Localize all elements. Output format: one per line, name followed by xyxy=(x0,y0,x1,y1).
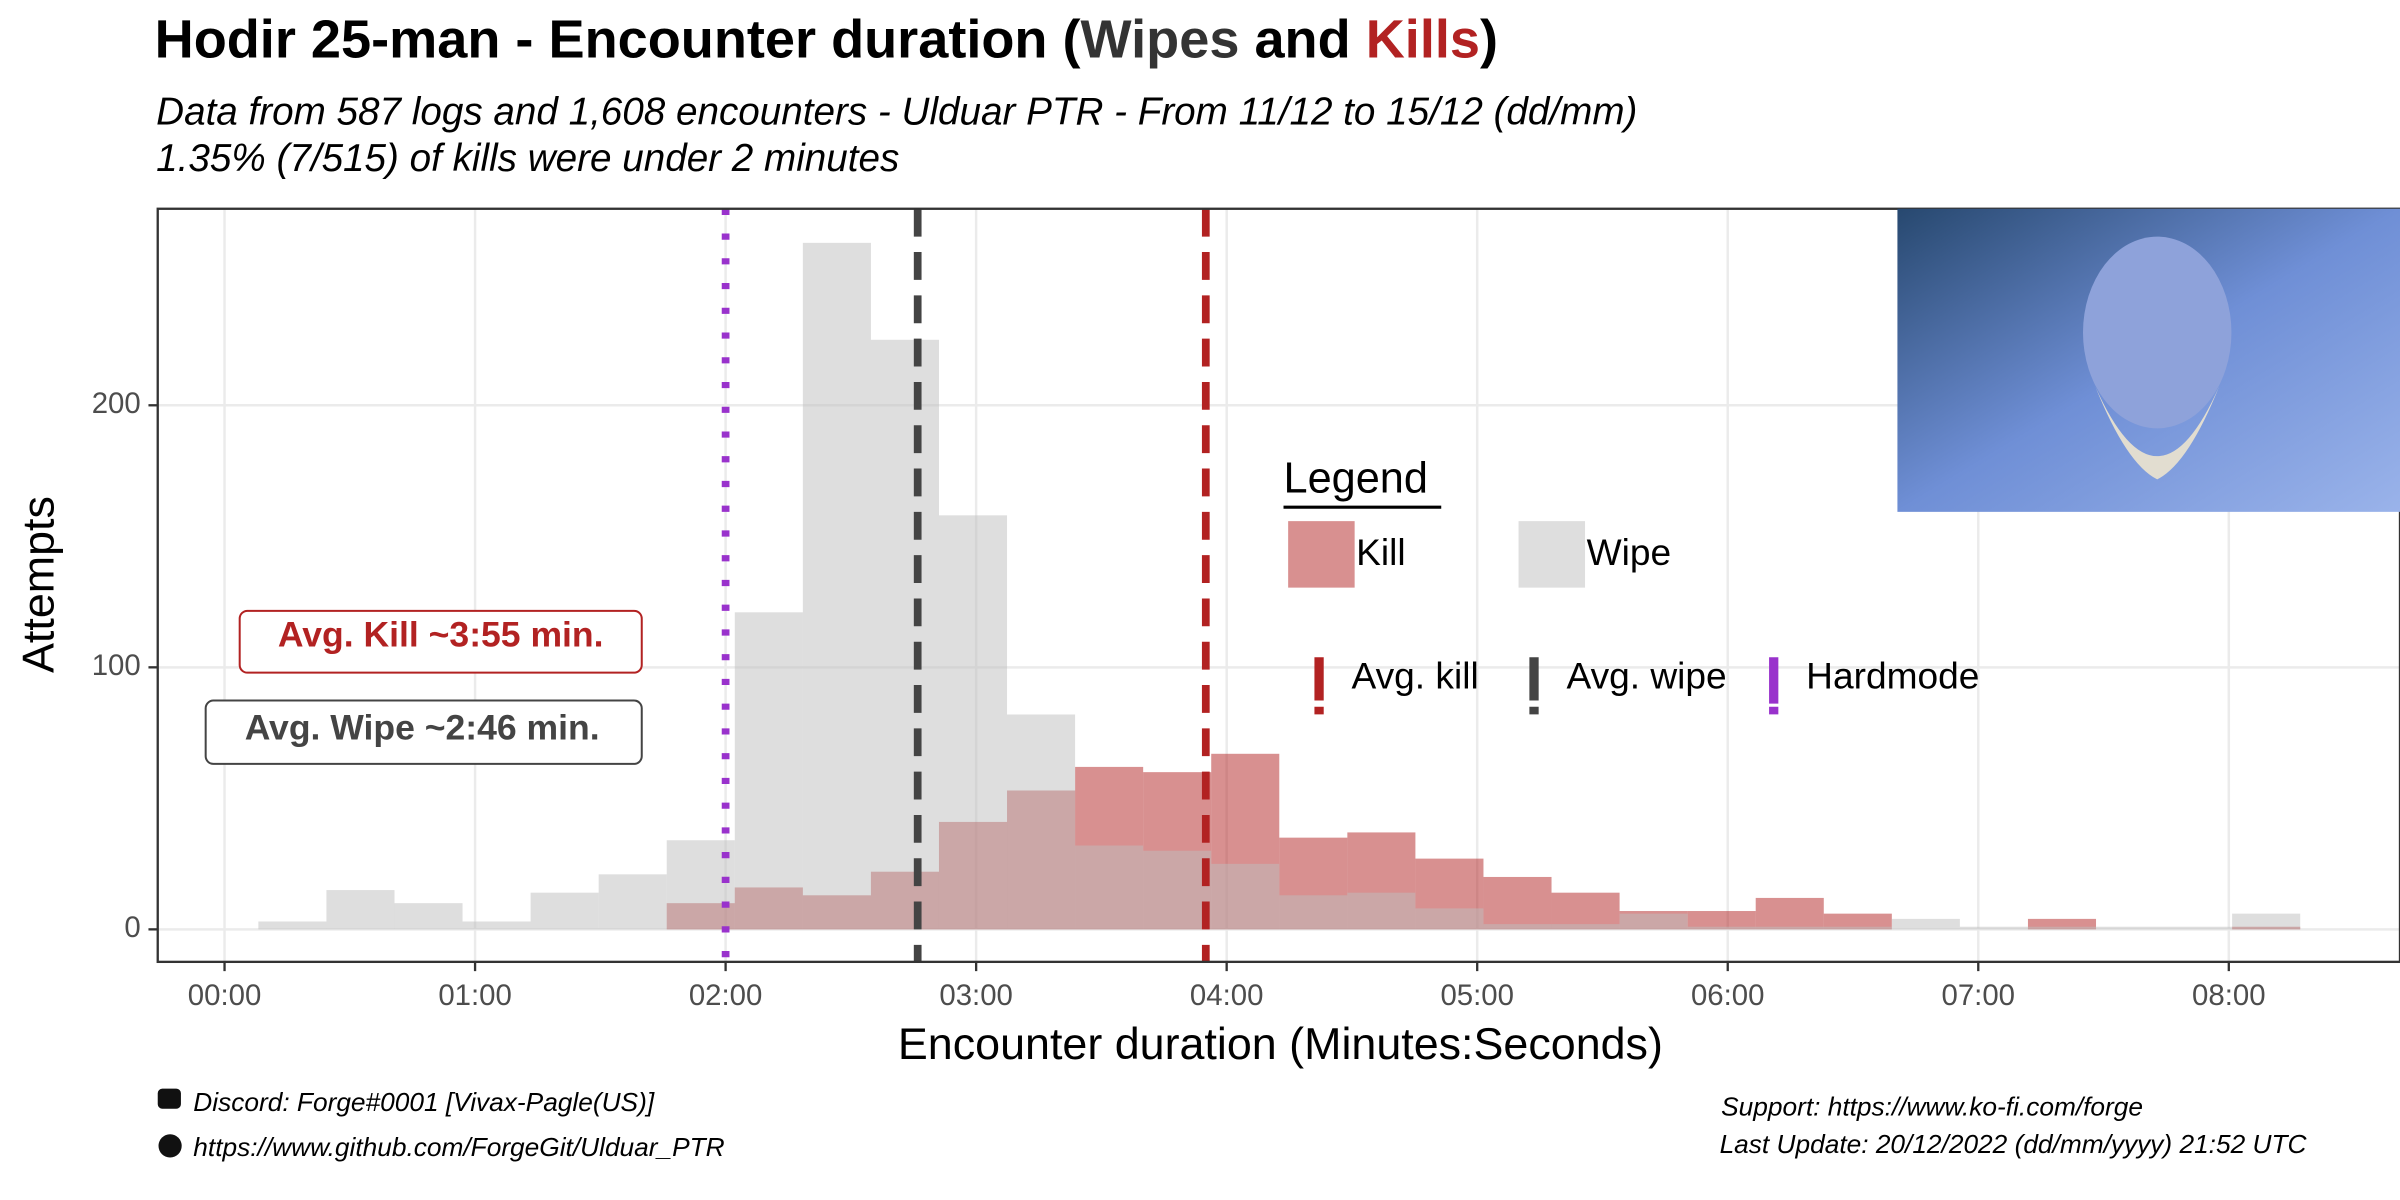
annotation-box xyxy=(204,699,643,765)
histogram-bar xyxy=(1619,913,1688,930)
subtitle: 1.35% (7/515) of kills were under 2 minu… xyxy=(156,137,899,180)
plot-area: 00:00 01:00 02:00 03:00 04:00 05:00 06:00 07:00… xyxy=(92,207,2400,1012)
x-tick-label: 04:00 xyxy=(1190,979,1264,1012)
x-tick-label: 03:00 xyxy=(939,979,1013,1012)
y-tick-label: 200 xyxy=(92,387,141,420)
histogram-bar xyxy=(1551,892,1620,930)
x-tick-label: 05:00 xyxy=(1440,979,1514,1012)
histogram-bar xyxy=(1551,924,1620,930)
histogram-bar xyxy=(598,874,667,930)
legend-label: Wipe xyxy=(1587,531,1672,573)
x-tick-label: 06:00 xyxy=(1691,979,1765,1012)
histogram-bar xyxy=(394,903,463,930)
y-axis-label: Attempts xyxy=(13,496,64,673)
footer-github: https://www.github.com/ForgeGit/Ulduar_P… xyxy=(193,1132,724,1162)
histogram-bar xyxy=(1687,911,1756,930)
title-part: Hodir 25-man - Encounter duration ( xyxy=(155,10,1081,70)
histogram-bar xyxy=(1143,850,1212,930)
histogram-bar xyxy=(1211,863,1280,930)
histogram-bar xyxy=(1755,897,1824,930)
chart-title: Hodir 25-man - Encounter duration (Wipes… xyxy=(155,10,1498,70)
footer-discord: Discord: Forge#0001 [Vivax-Pagle(US)] xyxy=(193,1087,655,1117)
histogram-bar xyxy=(2232,913,2301,930)
title-part: Kills xyxy=(1366,10,1480,70)
x-axis-label: Encounter duration (Minutes:Seconds) xyxy=(898,1018,1663,1069)
histogram-bar xyxy=(1823,913,1892,930)
panel-border xyxy=(156,207,2400,964)
github-icon xyxy=(158,1134,182,1158)
discord-icon xyxy=(157,1088,181,1109)
title-part: and xyxy=(1254,10,1350,70)
histogram-bar xyxy=(1483,924,1552,930)
annotation: Avg. Kill ~3:55 min. xyxy=(278,615,604,655)
histogram-bar xyxy=(1755,926,1824,930)
x-tick-label: 02:00 xyxy=(689,979,763,1012)
footer-support: Support: https://www.ko-fi.com/forge xyxy=(1721,1092,2143,1122)
histogram-bar xyxy=(2096,926,2165,930)
histogram-bar xyxy=(1823,926,1892,930)
histogram-bar xyxy=(1891,918,1960,930)
portrait-face xyxy=(2082,236,2232,429)
histogram-bar xyxy=(258,921,327,930)
legend-label: Hardmode xyxy=(1806,655,1979,697)
title-part: ) xyxy=(1480,10,1498,70)
y-tick-label: 0 xyxy=(124,911,140,944)
histogram-bar xyxy=(870,339,939,930)
legend-swatch xyxy=(1518,521,1586,588)
histogram-bar xyxy=(326,890,395,930)
histogram-bar xyxy=(1959,926,2028,930)
histogram-bar xyxy=(1075,845,1144,930)
histogram-bar xyxy=(1415,908,1484,930)
histogram-bar xyxy=(938,515,1008,930)
legend-title: Legend xyxy=(1284,454,1428,502)
footer-update: Last Update: 20/12/2022 (dd/mm/yyyy) 21:… xyxy=(1720,1129,2308,1159)
histogram-bar xyxy=(1483,876,1552,930)
title-part: Wipes xyxy=(1081,10,1240,70)
legend-swatch xyxy=(1288,521,1355,588)
y-tick-label: 100 xyxy=(92,649,141,682)
histogram-bar xyxy=(2164,926,2233,930)
legend-label: Avg. kill xyxy=(1352,655,1479,697)
histogram-bar xyxy=(530,892,599,930)
histogram-bar xyxy=(734,612,803,930)
histogram-bar xyxy=(1347,892,1416,930)
histogram-bar xyxy=(802,242,871,930)
histogram-bar xyxy=(1687,926,1756,930)
histogram-bar xyxy=(1007,714,1076,930)
x-tick-label: 08:00 xyxy=(2192,979,2266,1012)
annotation-box xyxy=(238,609,643,674)
legend-label: Avg. wipe xyxy=(1566,655,1726,697)
subtitle: Data from 587 logs and 1,608 encounters … xyxy=(156,91,1637,134)
portrait-beard xyxy=(2095,386,2220,480)
annotation: Avg. Wipe ~2:46 min. xyxy=(245,707,600,747)
histogram-bar xyxy=(1279,895,1348,930)
x-tick-label: 07:00 xyxy=(1942,979,2016,1012)
x-tick-label: 00:00 xyxy=(188,979,262,1012)
x-tick-label: 01:00 xyxy=(438,979,512,1012)
histogram-bar xyxy=(2027,926,2097,930)
histogram-bar xyxy=(462,921,531,930)
histogram-bar xyxy=(2027,918,2097,930)
legend-label: Kill xyxy=(1356,531,1406,573)
